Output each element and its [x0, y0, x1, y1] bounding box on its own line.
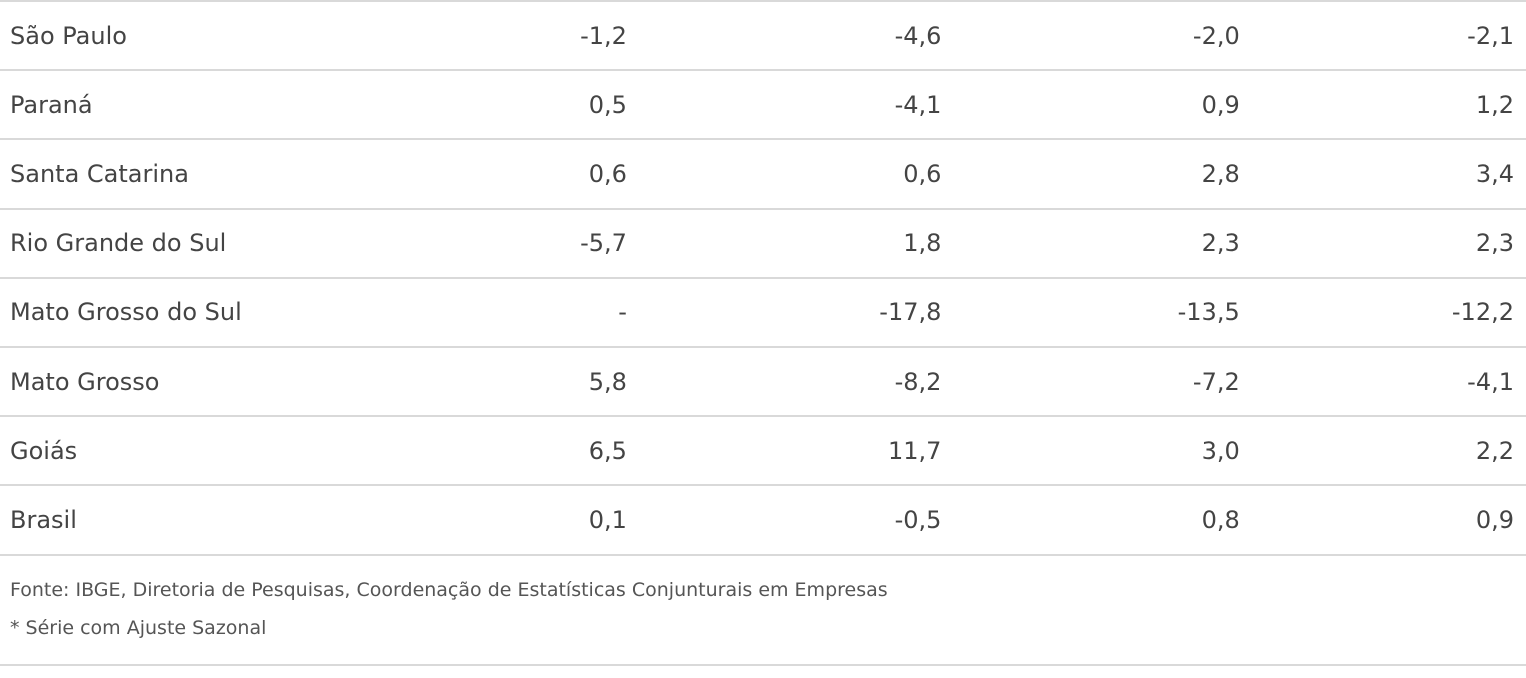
value-cell: 0,8 — [941, 484, 1240, 556]
value-cell: 0,9 — [941, 69, 1240, 140]
value-cell: -0,5 — [626, 484, 942, 556]
region-name: São Paulo — [0, 0, 434, 71]
value-cell: 11,7 — [626, 415, 942, 486]
table-footer: Fonte: IBGE, Diretoria de Pesquisas, Coo… — [0, 556, 1526, 666]
value-cell: 2,3 — [1239, 207, 1526, 278]
value-cell: -4,6 — [626, 0, 942, 71]
value-cell: 1,2 — [1239, 69, 1526, 140]
value-cell: 5,8 — [433, 345, 627, 417]
value-cell: 2,8 — [941, 138, 1240, 209]
value-cell: 0,1 — [433, 484, 627, 556]
table-row: Santa Catarina 0,6 0,6 2,8 3,4 — [0, 138, 1526, 209]
value-cell: -4,1 — [626, 69, 942, 140]
value-cell: 0,6 — [433, 138, 627, 209]
value-cell: -17,8 — [626, 276, 942, 347]
value-cell: -5,7 — [433, 207, 627, 278]
region-name: Santa Catarina — [0, 138, 434, 209]
value-cell: -4,1 — [1239, 345, 1526, 417]
value-cell: -7,2 — [941, 345, 1240, 417]
value-cell: - — [433, 276, 627, 347]
value-cell: 2,3 — [941, 207, 1240, 278]
table-row: São Paulo -1,2 -4,6 -2,0 -2,1 — [0, 0, 1526, 71]
region-name: Rio Grande do Sul — [0, 207, 434, 278]
region-name: Paraná — [0, 69, 434, 140]
seasonal-adjustment-note: * Série com Ajuste Sazonal — [10, 616, 267, 639]
value-cell: 2,2 — [1239, 415, 1526, 486]
value-cell: -8,2 — [626, 345, 942, 417]
table-row: Paraná 0,5 -4,1 0,9 1,2 — [0, 69, 1526, 140]
value-cell: -2,0 — [941, 0, 1240, 71]
value-cell: 0,6 — [626, 138, 942, 209]
table-row: Mato Grosso 5,8 -8,2 -7,2 -4,1 — [0, 345, 1526, 417]
data-table: São Paulo -1,2 -4,6 -2,0 -2,1 Paraná 0,5 -4,1 0,… — [0, 0, 1526, 556]
region-name: Mato Grosso do Sul — [0, 276, 434, 347]
source-note: Fonte: IBGE, Diretoria de Pesquisas, Coo… — [10, 578, 888, 601]
value-cell: -2,1 — [1239, 0, 1526, 71]
region-name: Brasil — [0, 484, 434, 556]
value-cell: 0,5 — [433, 69, 627, 140]
table-row: Mato Grosso do Sul - -17,8 -13,5 -12,2 — [0, 276, 1526, 347]
table-row: Rio Grande do Sul -5,7 1,8 2,3 2,3 — [0, 207, 1526, 278]
table-row: Goiás 6,5 11,7 3,0 2,2 — [0, 415, 1526, 486]
value-cell: 3,0 — [941, 415, 1240, 486]
region-name: Mato Grosso — [0, 345, 434, 417]
value-cell: 6,5 — [433, 415, 627, 486]
value-cell: 3,4 — [1239, 138, 1526, 209]
table-row: Brasil 0,1 -0,5 0,8 0,9 — [0, 484, 1526, 556]
value-cell: -1,2 — [433, 0, 627, 71]
value-cell: 1,8 — [626, 207, 942, 278]
region-name: Goiás — [0, 415, 434, 486]
value-cell: -13,5 — [941, 276, 1240, 347]
value-cell: 0,9 — [1239, 484, 1526, 556]
value-cell: -12,2 — [1239, 276, 1526, 347]
